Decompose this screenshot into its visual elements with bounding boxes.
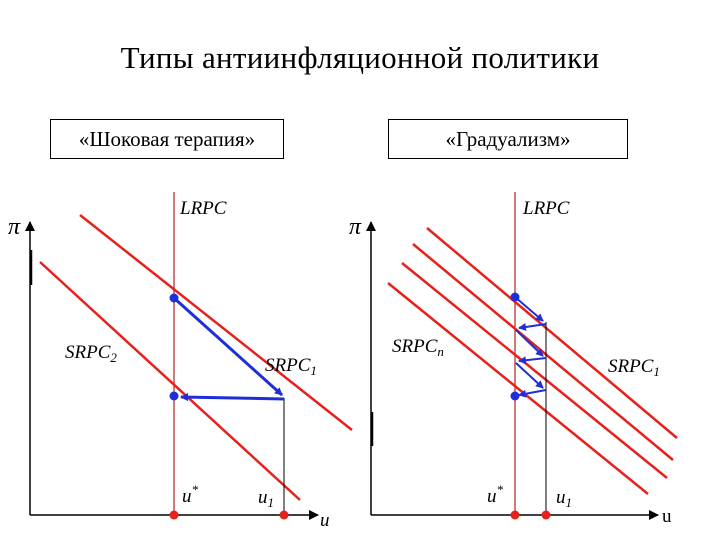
right-srpc-curve-3 (401, 262, 668, 479)
left-u1-point (279, 510, 289, 520)
left-pi-label: π (8, 214, 21, 240)
right-srpcn-label: SRPCn (392, 336, 444, 359)
right-x-axis-label: u (662, 506, 672, 527)
right-ustar-label: u* (487, 482, 504, 507)
right-pi-label: π (349, 214, 362, 240)
right-srpc1-curve (426, 227, 678, 439)
right-srpc-curve-2 (412, 243, 674, 461)
right-step-3-down (515, 362, 544, 389)
left-srpc2-label: SRPC2 (65, 342, 117, 365)
right-u1-point (541, 510, 551, 520)
right-ustar-point (510, 510, 520, 520)
left-lrpc-label: LRPC (179, 198, 227, 219)
right-start-point (510, 292, 520, 302)
page-title: Типы антиинфляционной политики (120, 40, 600, 75)
left-u1-label: u1 (258, 487, 274, 510)
right-step-1-down (514, 296, 544, 322)
right-srpc1-label: SRPC1 (608, 356, 660, 379)
shock-therapy-heading: «Шоковая терапия» (50, 119, 284, 159)
left-x-axis-label: u (320, 510, 330, 531)
left-start-point (169, 293, 179, 303)
left-shock-path (172, 296, 284, 397)
right-step-3-back (518, 389, 547, 398)
right-step-2-down (515, 329, 544, 357)
right-step-2-back (518, 356, 547, 365)
left-srpc2-curve (39, 261, 301, 501)
left-ustar-label: u* (182, 482, 199, 507)
left-panel: π LRPC SRPC2 SRPC1 u* u1 u (8, 192, 353, 531)
gradualism-heading: «Градуализм» (388, 119, 628, 159)
left-srpc1-curve (79, 214, 353, 431)
left-srpc1-label: SRPC1 (265, 355, 317, 378)
left-ustar-point (169, 510, 179, 520)
left-end-point (169, 391, 179, 401)
left-return-arrow (180, 393, 285, 402)
right-srpcn-curve (387, 282, 649, 495)
right-panel: π LRPC SRPCn SRPC1 u* u1 u (349, 192, 678, 527)
right-lrpc-label: LRPC (522, 198, 570, 219)
right-end-point (510, 391, 520, 401)
right-step-1-back (518, 323, 547, 331)
right-u1-label: u1 (556, 487, 572, 510)
